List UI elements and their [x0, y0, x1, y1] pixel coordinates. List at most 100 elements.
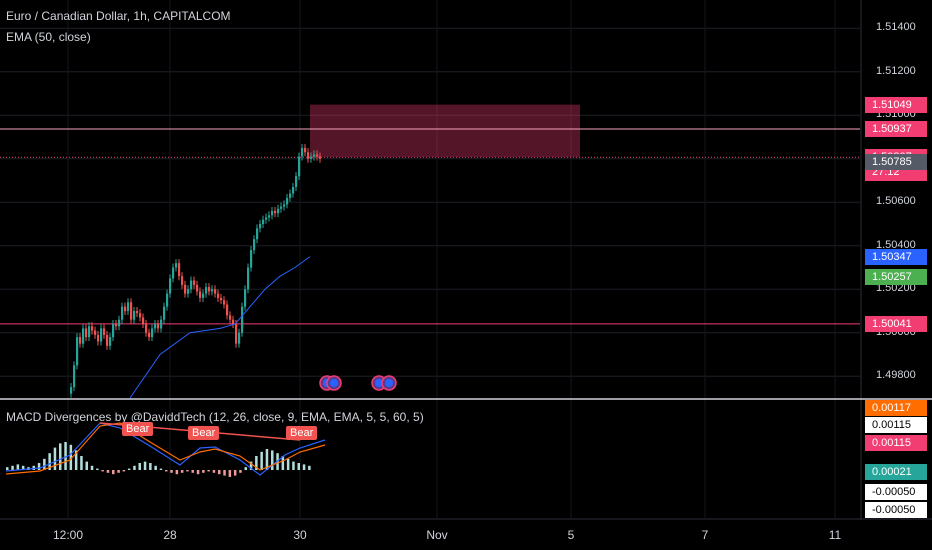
- candle-body: [151, 328, 154, 338]
- macd-histogram-bar: [249, 461, 253, 470]
- candle-body: [136, 311, 139, 314]
- time-tick-label: 30: [293, 528, 307, 542]
- candle-body: [211, 289, 214, 292]
- price-tick-label: 1.51400: [876, 21, 916, 34]
- macd-histogram-bar: [308, 465, 311, 470]
- candle-body: [148, 332, 151, 338]
- candle-body: [256, 228, 259, 240]
- candle-body: [160, 319, 163, 329]
- candle-body: [316, 154, 319, 157]
- macd-histogram-bar: [186, 470, 189, 472]
- macd-histogram-bar: [32, 465, 35, 470]
- event-icon-dot: [385, 379, 393, 387]
- macd-histogram-bar: [196, 470, 200, 475]
- price-tick-label: 1.50200: [876, 282, 916, 295]
- macd-value-badge: 0.00117: [865, 400, 927, 416]
- candle-body: [100, 328, 103, 342]
- candle-body: [91, 326, 94, 331]
- candle-body: [295, 176, 298, 188]
- time-tick-label: 12:00: [52, 528, 84, 542]
- candle-body: [103, 328, 106, 335]
- macd-histogram-bar: [143, 461, 147, 470]
- candle-body: [73, 365, 76, 388]
- candle-body: [301, 147, 304, 157]
- stop-loss-zone: [310, 104, 580, 158]
- price-label-badge: 1.50041: [865, 315, 927, 332]
- macd-histogram-bar: [149, 463, 152, 470]
- candle-body: [187, 289, 190, 294]
- macd-histogram-bar: [170, 470, 173, 473]
- candle-body: [196, 284, 199, 292]
- candle-body: [298, 156, 301, 177]
- candle-body: [304, 147, 307, 153]
- macd-histogram-bar: [59, 443, 62, 470]
- candle-body: [280, 206, 283, 209]
- candle-body: [250, 250, 253, 268]
- candle-body: [112, 324, 115, 338]
- price-label-badge: 1.50257: [865, 268, 927, 285]
- macd-histogram-bar: [297, 463, 300, 470]
- macd-histogram-bar: [53, 447, 57, 470]
- macd-histogram-bar: [6, 467, 9, 470]
- candle-body: [223, 300, 226, 305]
- macd-histogram-bar: [127, 468, 131, 470]
- time-tick-label: 7: [701, 528, 709, 542]
- macd-histogram-bar: [43, 458, 46, 470]
- macd-histogram-bar: [11, 465, 14, 470]
- macd-legend[interactable]: MACD Divergences by @DaviddTech (12, 26,…: [6, 410, 424, 424]
- price-label-badge: 1.50785: [865, 154, 927, 171]
- macd-histogram-bar: [37, 463, 41, 470]
- price-label-badge: 1.50937: [865, 120, 927, 137]
- candle-body: [193, 280, 196, 285]
- macd-histogram-bar: [202, 470, 205, 473]
- candle-body: [142, 317, 145, 325]
- candle-body: [283, 204, 286, 207]
- macd-histogram-bar: [48, 453, 51, 470]
- candle-body: [286, 197, 289, 205]
- macd-histogram-bar: [90, 465, 94, 470]
- candle-body: [70, 387, 73, 394]
- candle-body: [277, 208, 280, 214]
- ema-legend[interactable]: EMA (50, close): [6, 30, 91, 44]
- macd-histogram-bar: [212, 470, 216, 473]
- candle-body: [190, 280, 193, 290]
- candle-body: [205, 287, 208, 294]
- macd-histogram-bar: [239, 470, 242, 473]
- candle-body: [166, 293, 169, 307]
- macd-histogram-bar: [271, 450, 274, 470]
- candle-body: [115, 324, 118, 327]
- candle-body: [154, 324, 157, 329]
- candle-body: [106, 334, 109, 346]
- candle-body: [85, 328, 88, 338]
- candle-body: [319, 156, 322, 159]
- macd-histogram-bar: [223, 470, 226, 476]
- macd-histogram-bar: [233, 470, 237, 476]
- price-tick-label: 1.50600: [876, 195, 916, 208]
- symbol-title[interactable]: Euro / Canadian Dollar, 1h, CAPITALCOM: [6, 9, 231, 23]
- macd-histogram-bar: [80, 456, 83, 470]
- price-label-badge: 1.51049: [865, 96, 927, 113]
- macd-histogram-bar: [255, 456, 258, 470]
- time-tick-label: 5: [567, 528, 575, 542]
- candle-body: [124, 306, 127, 312]
- candle-body: [265, 217, 268, 220]
- macd-histogram-bar: [106, 470, 110, 473]
- bear-label: Bear: [286, 426, 318, 440]
- candle-body: [163, 306, 166, 320]
- macd-histogram-bar: [112, 470, 115, 475]
- macd-histogram-bar: [85, 461, 88, 470]
- time-tick-label: 11: [828, 528, 842, 542]
- candle-body: [238, 332, 241, 344]
- macd-histogram-bar: [175, 470, 179, 475]
- candle-body: [127, 302, 130, 312]
- ema-line: [129, 256, 311, 399]
- candle-body: [292, 187, 295, 194]
- candle-body: [157, 324, 160, 329]
- candle-body: [88, 326, 91, 338]
- macd-histogram-bar: [286, 458, 290, 470]
- macd-histogram-bar: [101, 470, 104, 472]
- candle-body: [199, 291, 202, 298]
- macd-histogram-bar: [122, 470, 126, 472]
